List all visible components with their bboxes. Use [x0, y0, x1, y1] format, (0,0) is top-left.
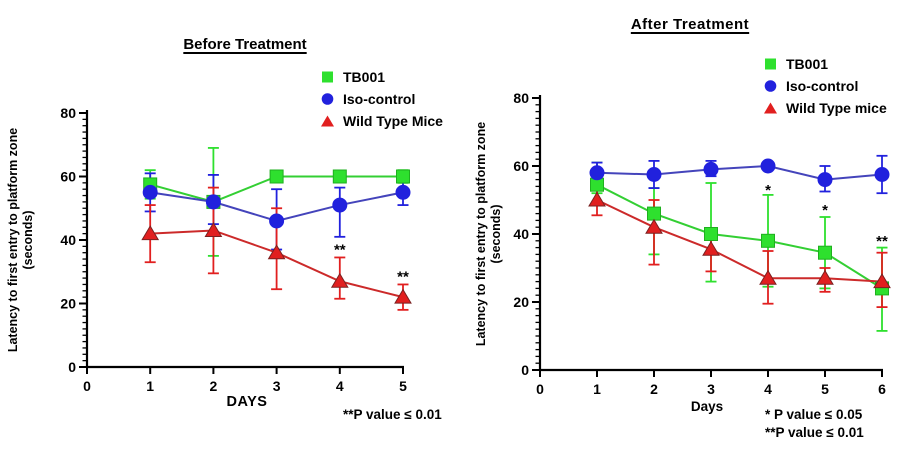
svg-text:3: 3 — [273, 378, 281, 394]
svg-text:3: 3 — [707, 381, 715, 397]
svg-text:6: 6 — [878, 381, 886, 397]
square-marker-icon — [763, 57, 780, 71]
triangle-marker-icon — [320, 114, 337, 128]
legend-label: Iso-control — [786, 78, 859, 94]
legend-item-tb001: TB001 — [763, 53, 887, 75]
svg-text:1: 1 — [593, 381, 601, 397]
svg-text:5: 5 — [821, 381, 829, 397]
svg-text:0: 0 — [68, 359, 76, 375]
svg-text:80: 80 — [513, 90, 529, 106]
svg-text:**: ** — [397, 269, 409, 286]
svg-text:4: 4 — [336, 378, 344, 394]
svg-text:80: 80 — [60, 105, 76, 121]
svg-text:60: 60 — [60, 169, 76, 185]
legend-label: TB001 — [786, 56, 829, 72]
legend: TB001 Iso-control Wild Type mice — [763, 53, 887, 119]
svg-text:4: 4 — [764, 381, 772, 397]
svg-text:*: * — [822, 202, 828, 219]
chart-after-treatment: After Treatment TB001 Iso-control Wild T… — [462, 0, 924, 473]
svg-text:1: 1 — [146, 378, 154, 394]
legend-item-wild-type: Wild Type Mice — [320, 110, 443, 132]
legend-label: Wild Type mice — [786, 100, 887, 116]
significance-footnote: * P value ≤ 0.05 **P value ≤ 0.01 — [765, 406, 864, 442]
legend-label: TB001 — [343, 69, 386, 85]
legend-item-wild-type: Wild Type mice — [763, 97, 887, 119]
svg-text:5: 5 — [399, 378, 407, 394]
svg-text:0: 0 — [521, 362, 529, 378]
circle-marker-icon — [320, 92, 337, 106]
significance-footnote: **P value ≤ 0.01 — [343, 406, 442, 424]
svg-text:60: 60 — [513, 158, 529, 174]
legend: TB001 Iso-control Wild Type Mice — [320, 66, 443, 132]
footnote-line: * P value ≤ 0.05 — [765, 407, 863, 422]
square-marker-icon — [320, 70, 337, 84]
svg-text:0: 0 — [83, 378, 91, 394]
svg-text:*: * — [765, 182, 771, 199]
svg-text:**: ** — [334, 242, 346, 259]
svg-text:0: 0 — [536, 381, 544, 397]
svg-text:2: 2 — [210, 378, 218, 394]
legend-label: Iso-control — [343, 91, 416, 107]
footnote-line: **P value ≤ 0.01 — [343, 407, 442, 422]
triangle-marker-icon — [763, 101, 780, 115]
chart-title: Before Treatment — [183, 36, 307, 53]
footnote-line: **P value ≤ 0.01 — [765, 425, 864, 440]
svg-text:40: 40 — [60, 232, 76, 248]
legend-item-iso-control: Iso-control — [763, 75, 887, 97]
svg-text:**: ** — [876, 233, 888, 250]
legend-item-tb001: TB001 — [320, 66, 443, 88]
plot-area: 0 20 40 60 80 0 1 2 3 4 5 ** ** — [60, 105, 412, 394]
svg-text:2: 2 — [650, 381, 658, 397]
svg-text:20: 20 — [60, 296, 76, 312]
x-axis-label: DAYS — [226, 394, 268, 410]
legend-item-iso-control: Iso-control — [320, 88, 443, 110]
circle-marker-icon — [763, 79, 780, 93]
chart-title: After Treatment — [630, 16, 750, 33]
x-axis-label: Days — [690, 399, 724, 414]
legend-label: Wild Type Mice — [343, 113, 443, 129]
chart-before-treatment: Before Treatment TB001 Iso-control Wild … — [6, 36, 443, 424]
svg-text:20: 20 — [513, 294, 529, 310]
svg-text:40: 40 — [513, 226, 529, 242]
